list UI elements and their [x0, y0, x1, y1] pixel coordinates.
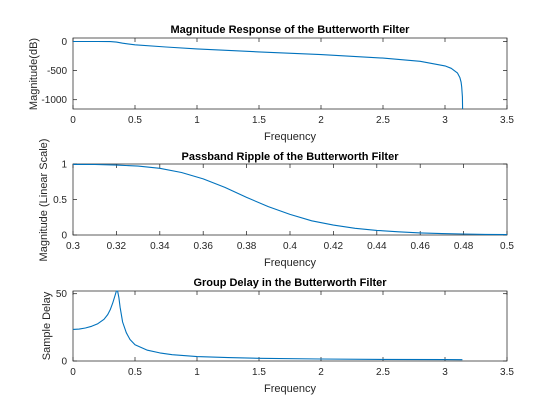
- x-tick-label: 1.5: [252, 115, 266, 126]
- y-tick-label: 0: [61, 231, 67, 242]
- x-tick-label: 0.48: [454, 241, 474, 252]
- x-tick-label: 1: [194, 367, 200, 378]
- x-axis-label: Frequency: [264, 131, 316, 143]
- y-tick-label: -500: [47, 66, 67, 77]
- y-ticks: 0 50: [56, 289, 507, 368]
- x-tick-label: 0.5: [128, 367, 142, 378]
- x-axis-label: Frequency: [264, 383, 316, 395]
- x-tick-label: 2: [318, 115, 324, 126]
- x-tick-label: 0.3: [66, 241, 80, 252]
- x-tick-label: 0.46: [410, 241, 430, 252]
- x-tick-label: 0: [70, 115, 76, 126]
- y-ticks: -1000 -500 0: [41, 37, 507, 106]
- x-tick-label: 0.42: [324, 241, 344, 252]
- x-tick-label: 2.5: [376, 115, 390, 126]
- y-tick-label: 0.5: [53, 195, 67, 206]
- series-line: [73, 40, 464, 110]
- x-tick-label: 0.38: [237, 241, 257, 252]
- x-tick-label: 0: [70, 367, 76, 378]
- y-tick-label: 0: [61, 37, 67, 48]
- series-line: [72, 290, 463, 361]
- x-tick-label: 1.5: [252, 367, 266, 378]
- x-tick-label: 3.5: [500, 367, 514, 378]
- x-tick-label: 0.32: [107, 241, 127, 252]
- y-tick-label: 0: [61, 357, 67, 368]
- panel-passband-ripple: Passband Ripple of the Butterworth Filte…: [38, 139, 514, 269]
- x-tick-label: 0.5: [128, 115, 142, 126]
- panel-magnitude-response: Magnitude Response of the Butterworth Fi…: [28, 24, 514, 143]
- x-ticks: 0 0.5 1 1.5 2 2.5 3 3.5: [70, 38, 514, 126]
- x-ticks: 0.3 0.32 0.34 0.36 0.38 0.4 0.42 0.44 0.46 0.48 0.…: [66, 164, 514, 252]
- x-tick-label: 0.36: [193, 241, 213, 252]
- y-axis-label: Magnitude (Linear Scale): [38, 139, 50, 262]
- x-tick-label: 0.34: [150, 241, 170, 252]
- y-axis-label: Sample Delay: [41, 291, 53, 360]
- x-ticks: 0 0.5 1 1.5 2 2.5 3 3.5: [70, 291, 514, 378]
- x-tick-label: 3: [442, 367, 448, 378]
- x-tick-label: 3: [442, 115, 448, 126]
- chart-title: Passband Ripple of the Butterworth Filte…: [182, 151, 400, 163]
- axes-frame: [72, 37, 508, 110]
- y-tick-label: 50: [56, 289, 68, 300]
- x-tick-label: 2.5: [376, 367, 390, 378]
- x-tick-label: 2: [318, 367, 324, 378]
- axes-frame: [72, 163, 508, 236]
- x-axis-label: Frequency: [264, 257, 316, 269]
- x-tick-label: 3.5: [500, 115, 514, 126]
- x-tick-label: 0.4: [283, 241, 297, 252]
- y-axis-label: Magnitude(dB): [28, 38, 40, 110]
- y-tick-label: -1000: [41, 95, 67, 106]
- chart-title: Group Delay in the Butterworth Filter: [193, 277, 387, 289]
- x-tick-label: 0.5: [500, 241, 514, 252]
- chart-title: Magnitude Response of the Butterworth Fi…: [171, 24, 411, 36]
- series-line: [72, 163, 508, 236]
- x-tick-label: 1: [194, 115, 200, 126]
- y-tick-label: 1: [61, 160, 67, 171]
- axes-frame: [72, 290, 508, 362]
- x-tick-label: 0.44: [367, 241, 387, 252]
